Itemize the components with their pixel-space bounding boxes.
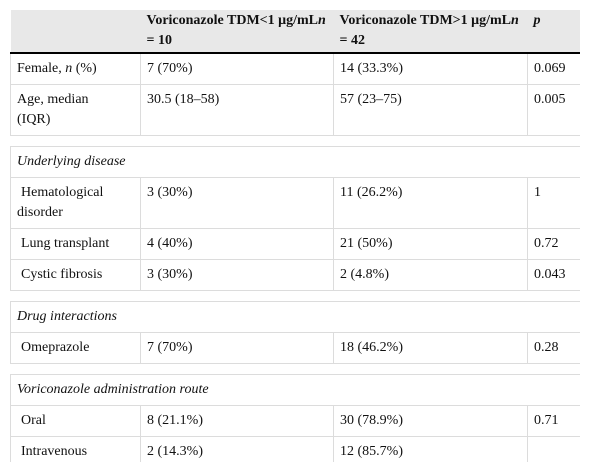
data-row: Age, median (IQR) 30.5 (18–58) 57 (23–75) 0… — [10, 84, 580, 136]
data-cell — [527, 436, 580, 462]
data-cell: 3 (30%) — [140, 177, 334, 229]
section-row: Drug interactions — [10, 301, 580, 333]
data-cell: 0.005 — [527, 84, 580, 136]
data-cell: 7 (70%) — [140, 332, 334, 364]
data-row: Female, n (%) 7 (70%) 14 (33.3%) 0.069 — [10, 52, 580, 85]
cell-text: (%) — [72, 61, 97, 76]
data-row: Hematological disorder 3 (30%) 11 (26.2%) 1 — [10, 177, 580, 229]
spacer-cell — [10, 363, 580, 375]
section-cell: Voriconazole administration route — [10, 374, 580, 406]
cell-text: Age, median (IQR) — [17, 92, 89, 127]
row-label: Age, median (IQR) — [10, 84, 141, 136]
data-cell: 4 (40%) — [140, 228, 334, 260]
data-cell: 21 (50%) — [333, 228, 528, 260]
row-label: Intravenous — [10, 436, 141, 462]
row-label: Cystic fibrosis — [10, 259, 141, 291]
data-cell: 7 (70%) — [140, 52, 334, 85]
section-cell: Drug interactions — [10, 301, 580, 333]
spacer-row — [10, 135, 580, 147]
cell-text: n — [65, 61, 73, 76]
cell-text: n — [317, 13, 326, 28]
table-container: Voriconazole TDM<1 μg/mLn = 10 Voriconazo… — [10, 10, 580, 462]
spacer-cell — [10, 135, 580, 147]
data-row: Oral 8 (21.1%) 30 (78.9%) 0.71 — [10, 405, 580, 437]
data-cell: 11 (26.2%) — [333, 177, 528, 229]
cell-text: Intravenous — [21, 444, 88, 459]
cell-text: Hematological disorder — [17, 185, 104, 220]
cell-text: Voriconazole TDM>1 μg/mL — [339, 13, 511, 28]
data-cell: 0.71 — [527, 405, 580, 437]
cell-text: Omeprazole — [21, 340, 90, 355]
row-label: Female, n (%) — [10, 52, 141, 85]
data-table: Voriconazole TDM<1 μg/mLn = 10 Voriconazo… — [10, 10, 580, 462]
data-cell: 0.043 — [527, 259, 580, 291]
spacer-cell — [10, 290, 580, 302]
cell-text: Female, — [17, 61, 66, 76]
data-cell: 57 (23–75) — [333, 84, 528, 136]
data-cell: 0.72 — [527, 228, 580, 260]
data-cell: 2 (14.3%) — [140, 436, 334, 462]
header-cell — [10, 10, 141, 54]
data-row: Intravenous 2 (14.3%) 12 (85.7%) — [10, 436, 580, 462]
data-cell: 14 (33.3%) — [333, 52, 528, 85]
data-cell: 8 (21.1%) — [140, 405, 334, 437]
cell-text: = 42 — [339, 33, 365, 48]
row-label: Omeprazole — [10, 332, 141, 364]
header-cell: Voriconazole TDM>1 μg/mLn = 42 — [333, 10, 528, 54]
data-row: Lung transplant 4 (40%) 21 (50%) 0.72 — [10, 228, 580, 260]
data-cell: 2 (4.8%) — [333, 259, 528, 291]
header-cell: Voriconazole TDM<1 μg/mLn = 10 — [140, 10, 334, 54]
cell-text: Voriconazole TDM<1 μg/mL — [146, 13, 318, 28]
section-row: Underlying disease — [10, 146, 580, 178]
cell-text: n — [510, 13, 519, 28]
cell-text: Oral — [21, 413, 46, 428]
cell-text: p — [533, 13, 541, 28]
row-label: Oral — [10, 405, 141, 437]
section-row: Voriconazole administration route — [10, 374, 580, 406]
header-cell: p — [527, 10, 580, 54]
data-cell: 12 (85.7%) — [333, 436, 528, 462]
cell-text: Cystic fibrosis — [21, 267, 103, 282]
data-cell: 18 (46.2%) — [333, 332, 528, 364]
cell-text: = 10 — [146, 33, 172, 48]
row-label: Hematological disorder — [10, 177, 141, 229]
data-cell: 0.069 — [527, 52, 580, 85]
data-cell: 30.5 (18–58) — [140, 84, 334, 136]
data-cell: 3 (30%) — [140, 259, 334, 291]
row-label: Lung transplant — [10, 228, 141, 260]
data-row: Omeprazole 7 (70%) 18 (46.2%) 0.28 — [10, 332, 580, 364]
spacer-row — [10, 290, 580, 302]
cell-text: Lung transplant — [21, 236, 110, 251]
header-row: Voriconazole TDM<1 μg/mLn = 10 Voriconazo… — [10, 10, 580, 54]
data-cell: 1 — [527, 177, 580, 229]
data-row: Cystic fibrosis 3 (30%) 2 (4.8%) 0.043 — [10, 259, 580, 291]
section-cell: Underlying disease — [10, 146, 580, 178]
data-cell: 0.28 — [527, 332, 580, 364]
spacer-row — [10, 363, 580, 375]
data-cell: 30 (78.9%) — [333, 405, 528, 437]
